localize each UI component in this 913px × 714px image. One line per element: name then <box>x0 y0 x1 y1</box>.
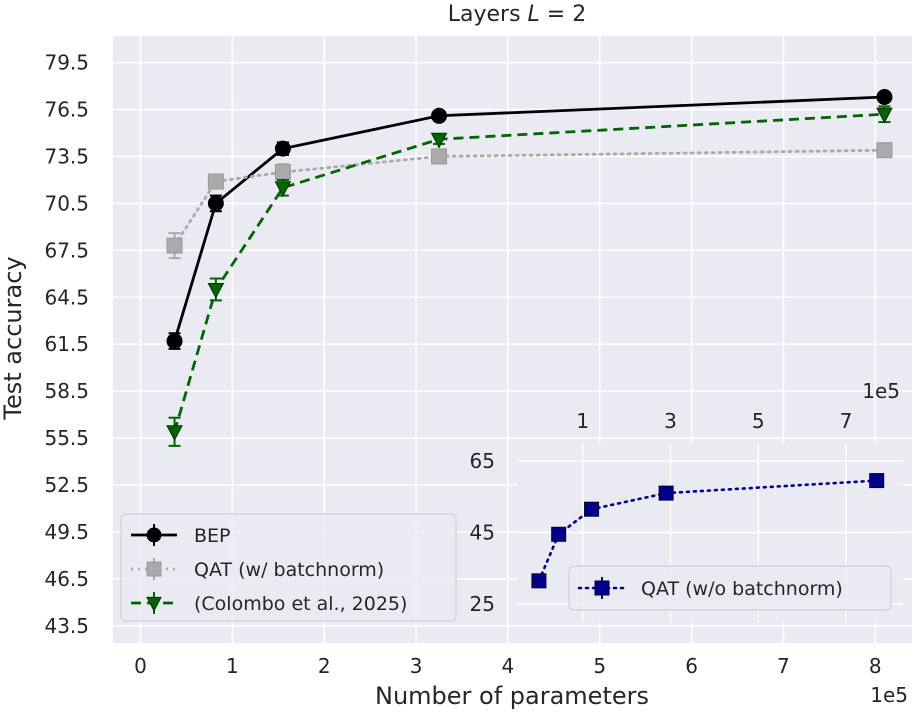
y-tick-label: 64.5 <box>44 285 89 309</box>
data-point <box>207 173 224 190</box>
data-point <box>274 140 291 157</box>
y-tick-label: 70.5 <box>44 191 89 215</box>
data-point <box>551 526 567 542</box>
series-line <box>173 112 885 433</box>
x-tick-label: 7 <box>777 654 790 678</box>
inset-x-tick-label: 3 <box>664 409 677 433</box>
x-tick-label: 2 <box>318 654 331 678</box>
series-qat-w-o-batchnorm <box>531 473 885 589</box>
data-point <box>876 89 893 106</box>
inset-legend-box <box>568 565 892 611</box>
x-tick-label: 3 <box>410 654 423 678</box>
data-point <box>431 107 448 124</box>
y-tick-label: 79.5 <box>44 51 89 75</box>
y-axis-label: Test accuracy <box>0 256 27 420</box>
x-tick-label: 0 <box>134 654 147 678</box>
y-tick-label: 49.5 <box>44 520 89 544</box>
legend-label: BEP <box>194 525 231 547</box>
legend-marker <box>146 527 162 543</box>
y-tick-label: 73.5 <box>44 144 89 168</box>
data-point <box>430 132 448 149</box>
legend-marker <box>146 561 162 577</box>
inset-x-scale-label: 1e5 <box>862 379 900 403</box>
data-point <box>531 573 547 589</box>
data-point <box>876 107 893 124</box>
legend-label: (Colombo et al., 2025) <box>194 593 407 615</box>
y-tick-label: 61.5 <box>44 332 89 356</box>
data-point <box>166 333 183 350</box>
series-line <box>173 148 886 248</box>
data-point <box>166 425 183 442</box>
inset-legend: QAT (w/o batchnorm) <box>568 565 892 611</box>
x-axis-label: Number of parameters <box>375 682 649 710</box>
y-tick-label: 55.5 <box>44 426 89 450</box>
inset-y-tick-label: 25 <box>470 592 495 616</box>
series-bep <box>166 89 893 350</box>
x-tick-label: 4 <box>502 654 515 678</box>
legend-box <box>120 513 457 622</box>
inset-legend-marker <box>594 580 610 596</box>
data-point <box>876 142 893 159</box>
inset-legend-label: QAT (w/o batchnorm) <box>641 578 843 600</box>
inset-y-tick-label: 45 <box>470 521 495 545</box>
data-point <box>584 501 600 517</box>
data-point <box>431 148 448 165</box>
series-colombo-et-al-2025 <box>166 105 893 447</box>
y-tick-label: 58.5 <box>44 379 89 403</box>
inset-x-tick-label: 1 <box>576 409 589 433</box>
x-tick-label: 1 <box>226 654 239 678</box>
title-suffix: = 2 <box>540 2 586 27</box>
data-point <box>658 485 674 501</box>
y-tick-label: 46.5 <box>44 567 89 591</box>
legend-marker <box>146 596 162 612</box>
x-tick-label: 5 <box>593 654 606 678</box>
chart-title: Layers L = 2 <box>448 2 586 27</box>
inset-x-tick-label: 5 <box>752 409 765 433</box>
data-point <box>274 164 291 181</box>
inset-x-tick-label: 7 <box>840 409 853 433</box>
data-point <box>207 282 225 299</box>
title-prefix: Layers <box>448 2 528 27</box>
data-point <box>166 237 183 254</box>
x-tick-label: 8 <box>869 654 882 678</box>
legend-label: QAT (w/ batchnorm) <box>194 559 384 581</box>
y-tick-label: 67.5 <box>44 238 89 262</box>
title-variable: L <box>528 2 540 27</box>
legend: BEP QAT (w/ batchnorm) (Colombo et al., 20… <box>120 513 457 622</box>
data-point <box>869 473 885 489</box>
x-scale-label: 1e5 <box>870 683 908 707</box>
y-tick-label: 76.5 <box>44 98 89 122</box>
data-point <box>274 181 292 198</box>
y-tick-label: 43.5 <box>44 614 89 638</box>
x-tick-label: 6 <box>685 654 698 678</box>
data-point <box>207 195 224 212</box>
y-tick-label: 52.5 <box>44 473 89 497</box>
inset-y-tick-label: 65 <box>470 449 495 473</box>
